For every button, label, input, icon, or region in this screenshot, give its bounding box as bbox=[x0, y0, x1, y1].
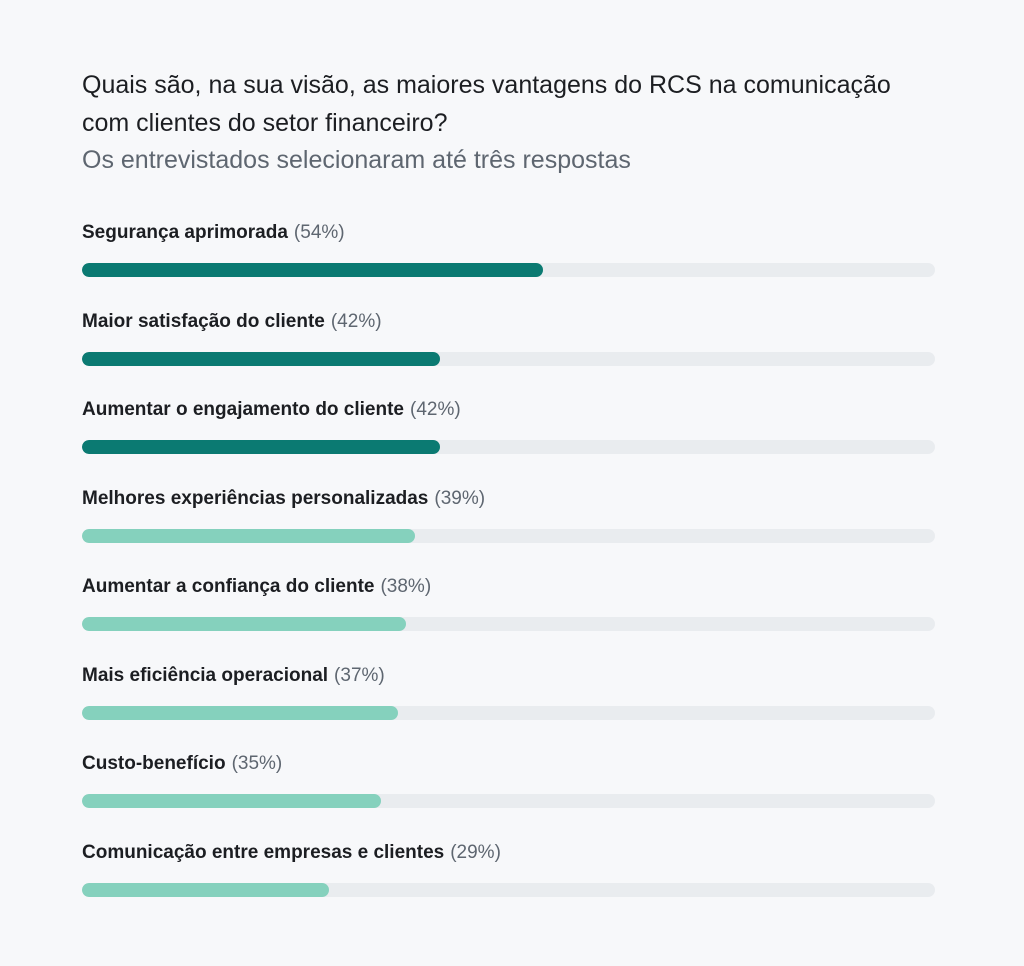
category-label: Melhores experiências personalizadas bbox=[82, 488, 429, 509]
bar bbox=[82, 706, 398, 720]
bar bbox=[82, 529, 415, 543]
value-label: (42%) bbox=[410, 399, 461, 420]
category-label: Comunicação entre empresas e clientes bbox=[82, 842, 445, 863]
category-label: Custo-benefício bbox=[82, 753, 226, 774]
value-label: (37%) bbox=[334, 665, 385, 686]
bar-row: Melhores experiências personalizadas (39%… bbox=[82, 487, 935, 547]
bar bbox=[82, 794, 381, 808]
chart-subtitle: Os entrevistados selecionaram até três r… bbox=[82, 146, 631, 174]
value-label: (39%) bbox=[434, 488, 486, 509]
bar-label: Maior satisfação do cliente (42%) bbox=[82, 310, 382, 334]
bar-label: Custo-benefício (35%) bbox=[82, 752, 282, 776]
bar-row: Mais eficiência operacional (37%) bbox=[82, 664, 935, 724]
bar-label: Comunicação entre empresas e clientes (29… bbox=[82, 841, 501, 865]
bar-track bbox=[82, 883, 935, 897]
bar-track bbox=[82, 263, 935, 277]
bar bbox=[82, 263, 543, 277]
bar-label: Melhores experiências personalizadas (39%… bbox=[82, 487, 485, 511]
bar bbox=[82, 883, 330, 897]
bar bbox=[82, 617, 407, 631]
bar-label: Segurança aprimorada (54%) bbox=[82, 221, 345, 245]
category-label: Segurança aprimorada bbox=[82, 222, 288, 243]
value-label: (54%) bbox=[293, 222, 345, 243]
chart-title: Quais são, na sua visão, as maiores vant… bbox=[82, 71, 891, 137]
category-label: Maior satisfação do cliente bbox=[82, 311, 325, 332]
bar-row: Aumentar a confiança do cliente (38%) bbox=[82, 575, 935, 635]
bar-track bbox=[82, 529, 935, 543]
category-label: Aumentar a confiança do cliente bbox=[82, 576, 375, 597]
category-label: Aumentar o engajamento do cliente bbox=[82, 399, 404, 420]
bar-track bbox=[82, 617, 935, 631]
bar-track bbox=[82, 706, 935, 720]
value-label: (38%) bbox=[380, 576, 432, 597]
bar-label: Aumentar o engajamento do cliente (42%) bbox=[82, 398, 461, 422]
bar-row: Segurança aprimorada (54%) bbox=[82, 221, 935, 281]
bar bbox=[82, 440, 441, 454]
bar-label: Aumentar a confiança do cliente (38%) bbox=[82, 575, 431, 599]
bar-row: Maior satisfação do cliente (42%) bbox=[82, 310, 935, 370]
bar-row: Comunicação entre empresas e clientes (29… bbox=[82, 841, 935, 901]
bar-label: Mais eficiência operacional (37%) bbox=[82, 664, 385, 688]
value-label: (29%) bbox=[450, 842, 501, 863]
value-label: (35%) bbox=[231, 753, 283, 774]
bar-track bbox=[82, 440, 935, 454]
bar-track bbox=[82, 352, 935, 366]
bar-row: Custo-benefício (35%) bbox=[82, 752, 935, 812]
bar-track bbox=[82, 794, 935, 808]
value-label: (42%) bbox=[330, 311, 382, 332]
category-label: Mais eficiência operacional bbox=[82, 665, 329, 686]
chart-container: Quais são, na sua visão, as maiores vant… bbox=[82, 66, 935, 897]
bar-row: Aumentar o engajamento do cliente (42%) bbox=[82, 398, 935, 458]
bar bbox=[82, 352, 441, 366]
